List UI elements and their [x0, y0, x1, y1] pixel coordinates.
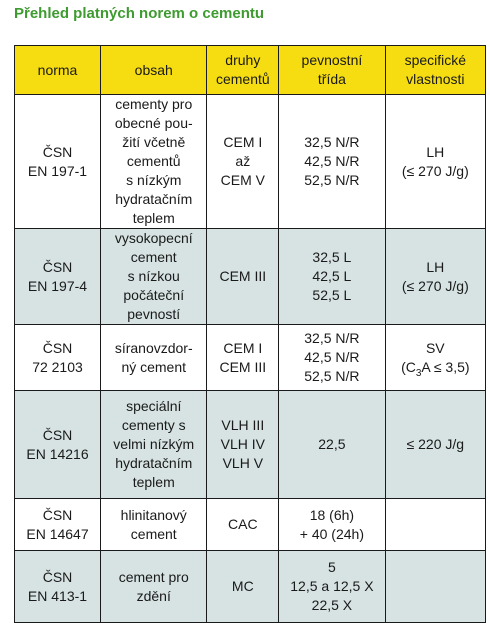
cell-obsah: speciální cementy s velmi nízkým hydrata… [99, 390, 208, 499]
header-norma: norma [14, 45, 101, 95]
cell-druhy: CEM I až CEM V [206, 94, 280, 229]
cell-vlastnosti: LH (≤ 270 J/g) [384, 228, 487, 325]
cell-trida: 32,5 N/R 42,5 N/R 52,5 N/R [278, 94, 386, 229]
cement-standards-table: norma obsah druhy cementů pevnostní tříd… [14, 45, 487, 623]
formula-subscript: 3 [415, 367, 422, 379]
cell-norma: ČSN EN 14216 [14, 390, 101, 499]
table-row: ČSN 72 2103 síranovzdor- ný cement CEM I… [14, 324, 487, 391]
cell-druhy: CAC [206, 498, 280, 551]
header-druhy-cementu: druhy cementů [206, 45, 280, 95]
cell-obsah: cement pro zdění [99, 550, 208, 623]
cell-vlastnosti: LH (≤ 270 J/g) [384, 94, 487, 229]
cell-vlastnosti: SV (C3A ≤ 3,5) [384, 324, 487, 391]
cell-vlastnosti [384, 498, 487, 551]
table-row: ČSN EN 14216 speciální cementy s velmi n… [14, 390, 487, 499]
cell-druhy: CEM III [206, 228, 280, 325]
cell-norma: ČSN EN 197-1 [14, 94, 101, 229]
formula-post: A ≤ 3,5) [421, 358, 470, 375]
cell-obsah: síranovzdor- ný cement [99, 324, 208, 391]
cell-trida: 32,5 N/R 42,5 N/R 52,5 N/R [278, 324, 386, 391]
cell-druhy: MC [206, 550, 280, 623]
cell-trida: 32,5 L 42,5 L 52,5 L [278, 228, 386, 325]
cell-trida: 22,5 [278, 390, 386, 499]
cell-obsah: vysokopecní cement s nízkou počáteční pe… [99, 228, 208, 325]
header-obsah: obsah [99, 45, 208, 95]
header-pevnostni-trida: pevnostní třída [278, 45, 386, 95]
table-row: ČSN EN 413-1 cement pro zdění MC 5 12,5 … [14, 550, 487, 623]
vlastnosti-line1: SV [425, 339, 445, 356]
cell-obsah: cementy pro obecné pou- žití včetně ceme… [99, 94, 208, 229]
cell-trida: 5 12,5 a 12,5 X 22,5 X [278, 550, 386, 623]
table-header-row: norma obsah druhy cementů pevnostní tříd… [14, 45, 487, 95]
table-row: ČSN EN 197-4 vysokopecní cement s nízkou… [14, 228, 487, 325]
cell-norma: ČSN EN 197-4 [14, 228, 101, 325]
page-title: Přehled platných norem o cementu [14, 5, 265, 22]
cell-druhy: CEM I CEM III [206, 324, 280, 391]
cell-norma: ČSN EN 413-1 [14, 550, 101, 623]
cell-vlastnosti [384, 550, 487, 623]
formula-pre: (C [401, 358, 416, 375]
cell-norma: ČSN EN 14647 [14, 498, 101, 551]
header-specificke-vlastnosti: specifické vlastnosti [384, 45, 487, 95]
cell-trida: 18 (6h) + 40 (24h) [278, 498, 386, 551]
table-row: ČSN EN 197-1 cementy pro obecné pou- žit… [14, 94, 487, 229]
cell-vlastnosti: ≤ 220 J/g [384, 390, 487, 499]
table-row: ČSN EN 14647 hlinitanový cement CAC 18 (… [14, 498, 487, 551]
cell-obsah: hlinitanový cement [99, 498, 208, 551]
cell-druhy: VLH III VLH IV VLH V [206, 390, 280, 499]
cell-norma: ČSN 72 2103 [14, 324, 101, 391]
